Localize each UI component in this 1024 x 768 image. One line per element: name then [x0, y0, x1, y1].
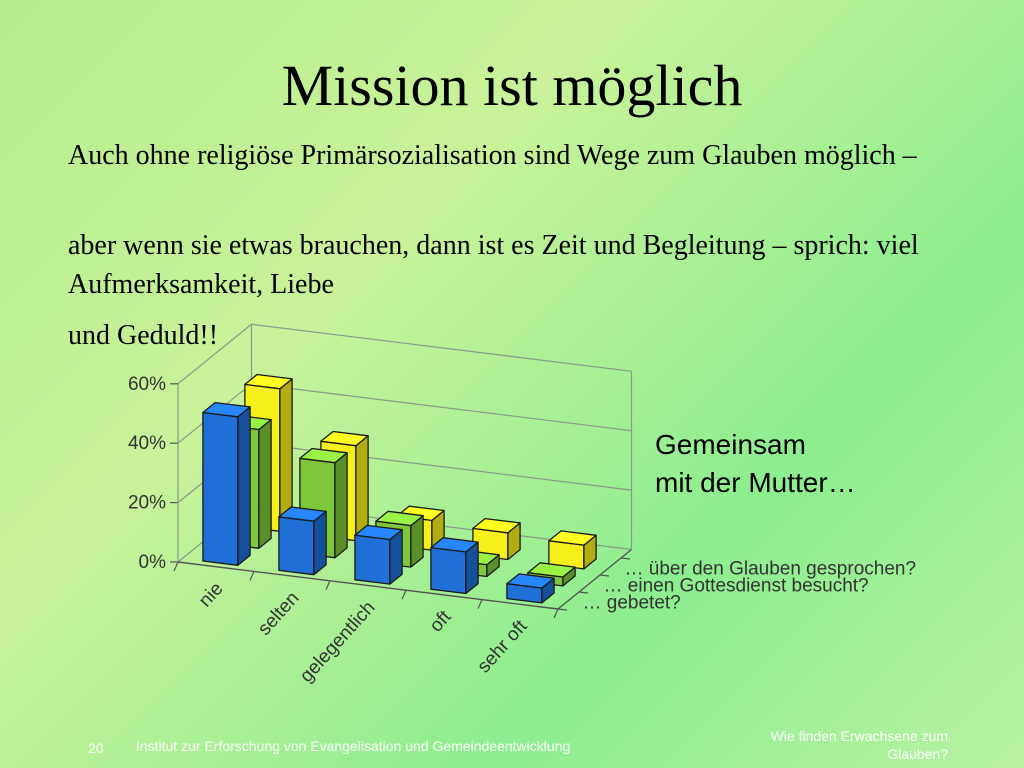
category-label-4: sehr oft [473, 616, 531, 678]
paragraph-1: Auch ohne religiöse Primärsozialisation … [68, 140, 917, 171]
x-axis-line [177, 561, 559, 610]
x-tick-mark-3 [401, 589, 407, 600]
chart-bars [202, 373, 597, 604]
z-tick-mark-0 [557, 608, 568, 611]
bar-top-face [472, 517, 521, 534]
chart-caption: Gemeinsam mit der Mutter… [655, 426, 856, 502]
y-tick-label-3: 60% [128, 374, 166, 395]
bar-top-face [375, 510, 424, 527]
bar-0-0 [202, 401, 251, 566]
series-label-1: … einen Gottesdienst besucht? [604, 576, 869, 597]
chart-floor [173, 548, 632, 619]
bar-top-face [506, 573, 555, 589]
z-tick-mark-3 [620, 557, 631, 560]
bar-top-face [430, 537, 479, 553]
x-tick-mark-4 [477, 599, 483, 609]
category-label-0: nie [195, 578, 228, 611]
bar-2-3 [472, 517, 521, 561]
bar-top-face [527, 562, 576, 578]
bar-top-face [244, 373, 293, 390]
category-label-2: gelegentlich [296, 597, 379, 686]
y-tick-label-0: 0% [139, 552, 167, 573]
page-number: 20 [88, 740, 104, 756]
series-label-2: … über den Glauben gesprochen? [625, 559, 917, 580]
slide-title: Mission ist möglich [281, 53, 743, 118]
footer-title-line-1: Wie finden Erwachsene zum [770, 728, 948, 744]
bar-front-face [354, 534, 391, 585]
caption-line-2: mit der Mutter… [655, 467, 856, 498]
caption-line-1: Gemeinsam [655, 429, 806, 460]
category-label-3: oft [426, 606, 456, 636]
category-label-1: selten [254, 588, 304, 640]
bar-front-face [278, 516, 315, 576]
bar-0-1 [278, 506, 327, 576]
paragraph-2: aber wenn sie etwas brauchen, dann ist e… [68, 230, 919, 300]
bar-side-face [237, 406, 251, 566]
bar-side-face [334, 452, 348, 559]
x-tick-mark-0 [173, 561, 179, 572]
z-tick-mark-1 [578, 591, 589, 594]
bar-side-face [313, 510, 327, 576]
footer-title-line-2: Glauben? [887, 746, 948, 762]
x-tick-mark-2 [325, 580, 331, 591]
footer-presentation-title: Wie finden Erwachsene zum Glauben? [700, 727, 948, 763]
bar-0-2 [354, 524, 403, 585]
x-tick-mark-5 [553, 608, 559, 619]
bar-top-face [354, 524, 403, 541]
bar-top-face [548, 530, 597, 546]
z-tick-mark-2 [599, 574, 610, 577]
y-tick-label-2: 40% [128, 433, 166, 454]
bar-top-face [299, 447, 348, 464]
footer-institute: Institut zur Erforschung von Evangelisat… [136, 738, 571, 754]
bar-2-4 [548, 530, 597, 570]
bar-side-face [355, 435, 369, 542]
bar-0-3 [430, 537, 479, 595]
y-tick-label-1: 20% [128, 493, 166, 514]
bar-0-4 [506, 573, 555, 604]
bar-side-face [258, 418, 272, 549]
depth-axis-line [557, 548, 632, 610]
bar-top-face [320, 430, 369, 447]
x-tick-mark-1 [249, 571, 255, 581]
bar-top-face [202, 401, 251, 418]
bar-top-face [278, 506, 327, 522]
series-label-0: … gebetet? [583, 593, 681, 614]
bar-front-face [202, 411, 239, 566]
bar-front-face [430, 546, 467, 595]
paragraph-3: und Geduld!! [68, 320, 219, 351]
gridline-3 [177, 323, 632, 385]
